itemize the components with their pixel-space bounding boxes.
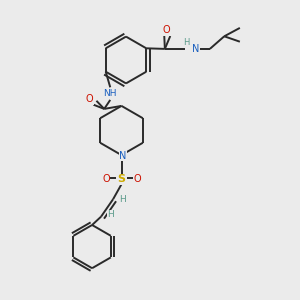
Text: H: H xyxy=(183,38,189,47)
Text: H: H xyxy=(119,195,125,204)
Text: O: O xyxy=(102,174,110,184)
Text: S: S xyxy=(118,174,125,184)
Text: NH: NH xyxy=(103,89,117,98)
Text: N: N xyxy=(119,151,127,161)
Text: O: O xyxy=(85,94,93,104)
Text: O: O xyxy=(133,174,141,184)
Text: O: O xyxy=(163,25,170,35)
Text: H: H xyxy=(107,210,114,219)
Text: N: N xyxy=(192,44,199,55)
